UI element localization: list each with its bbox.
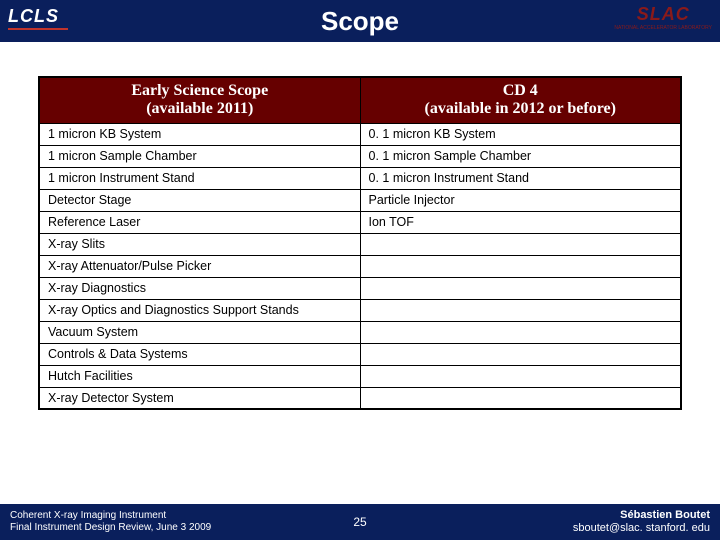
- slide-footer: Coherent X-ray Imaging Instrument Final …: [0, 504, 720, 540]
- footer-left-line1: Coherent X-ray Imaging Instrument: [10, 510, 166, 521]
- cell-col1: X-ray Slits: [39, 233, 360, 255]
- cell-col2: [360, 299, 681, 321]
- cell-col2: 0. 1 micron Instrument Stand: [360, 167, 681, 189]
- footer-email: sboutet@slac. stanford. edu: [573, 522, 710, 534]
- col2-header: CD 4 (available in 2012 or before): [360, 77, 681, 123]
- table-row: Detector StageParticle Injector: [39, 189, 681, 211]
- cell-col1: Detector Stage: [39, 189, 360, 211]
- cell-col1: 1 micron Sample Chamber: [39, 145, 360, 167]
- cell-col1: X-ray Diagnostics: [39, 277, 360, 299]
- slac-logo: SLAC NATIONAL ACCELERATOR LABORATORY: [614, 4, 712, 31]
- cell-col2: [360, 255, 681, 277]
- cell-col2: 0. 1 micron KB System: [360, 123, 681, 145]
- cell-col2: 0. 1 micron Sample Chamber: [360, 145, 681, 167]
- lcls-underline: [8, 28, 68, 30]
- cell-col2: [360, 387, 681, 409]
- table-row: Controls & Data Systems: [39, 343, 681, 365]
- cell-col1: Vacuum System: [39, 321, 360, 343]
- cell-col1: X-ray Attenuator/Pulse Picker: [39, 255, 360, 277]
- cell-col1: 1 micron Instrument Stand: [39, 167, 360, 189]
- table-row: Vacuum System: [39, 321, 681, 343]
- table-row: Reference LaserIon TOF: [39, 211, 681, 233]
- table-row: X-ray Detector System: [39, 387, 681, 409]
- table-row: X-ray Slits: [39, 233, 681, 255]
- table-row: 1 micron Sample Chamber0. 1 micron Sampl…: [39, 145, 681, 167]
- cell-col2: [360, 343, 681, 365]
- cell-col2: [360, 321, 681, 343]
- footer-right: Sébastien Boutet sboutet@slac. stanford.…: [573, 509, 710, 535]
- lcls-text: LCLS: [8, 6, 59, 26]
- cell-col2: [360, 365, 681, 387]
- lcls-logo: LCLS: [8, 6, 68, 30]
- slide-header: LCLS Scope SLAC NATIONAL ACCELERATOR LAB…: [0, 0, 720, 42]
- cell-col2: [360, 233, 681, 255]
- table-row: X-ray Optics and Diagnostics Support Sta…: [39, 299, 681, 321]
- table-row: 1 micron KB System0. 1 micron KB System: [39, 123, 681, 145]
- col2-header-line1: CD 4: [503, 82, 538, 99]
- scope-table: Early Science Scope (available 2011) CD …: [38, 76, 682, 410]
- footer-author: Sébastien Boutet: [620, 509, 710, 521]
- footer-left: Coherent X-ray Imaging Instrument Final …: [10, 510, 211, 534]
- table-row: Hutch Facilities: [39, 365, 681, 387]
- col1-header-line2: (available 2011): [146, 100, 253, 117]
- table-body: 1 micron KB System0. 1 micron KB System1…: [39, 123, 681, 409]
- table-row: 1 micron Instrument Stand0. 1 micron Ins…: [39, 167, 681, 189]
- cell-col2: Particle Injector: [360, 189, 681, 211]
- cell-col1: X-ray Detector System: [39, 387, 360, 409]
- cell-col2: [360, 277, 681, 299]
- col1-header: Early Science Scope (available 2011): [39, 77, 360, 123]
- table-row: X-ray Attenuator/Pulse Picker: [39, 255, 681, 277]
- col2-header-line2: (available in 2012 or before): [425, 100, 616, 117]
- cell-col1: Controls & Data Systems: [39, 343, 360, 365]
- content-area: Early Science Scope (available 2011) CD …: [0, 42, 720, 410]
- cell-col2: Ion TOF: [360, 211, 681, 233]
- table-header-row: Early Science Scope (available 2011) CD …: [39, 77, 681, 123]
- slac-subtext: NATIONAL ACCELERATOR LABORATORY: [614, 25, 712, 31]
- slac-text: SLAC: [637, 4, 690, 24]
- page-title: Scope: [0, 6, 720, 37]
- cell-col1: 1 micron KB System: [39, 123, 360, 145]
- cell-col1: Reference Laser: [39, 211, 360, 233]
- table-row: X-ray Diagnostics: [39, 277, 681, 299]
- footer-left-line2: Final Instrument Design Review, June 3 2…: [10, 522, 211, 533]
- cell-col1: X-ray Optics and Diagnostics Support Sta…: [39, 299, 360, 321]
- col1-header-line1: Early Science Scope: [131, 82, 268, 99]
- cell-col1: Hutch Facilities: [39, 365, 360, 387]
